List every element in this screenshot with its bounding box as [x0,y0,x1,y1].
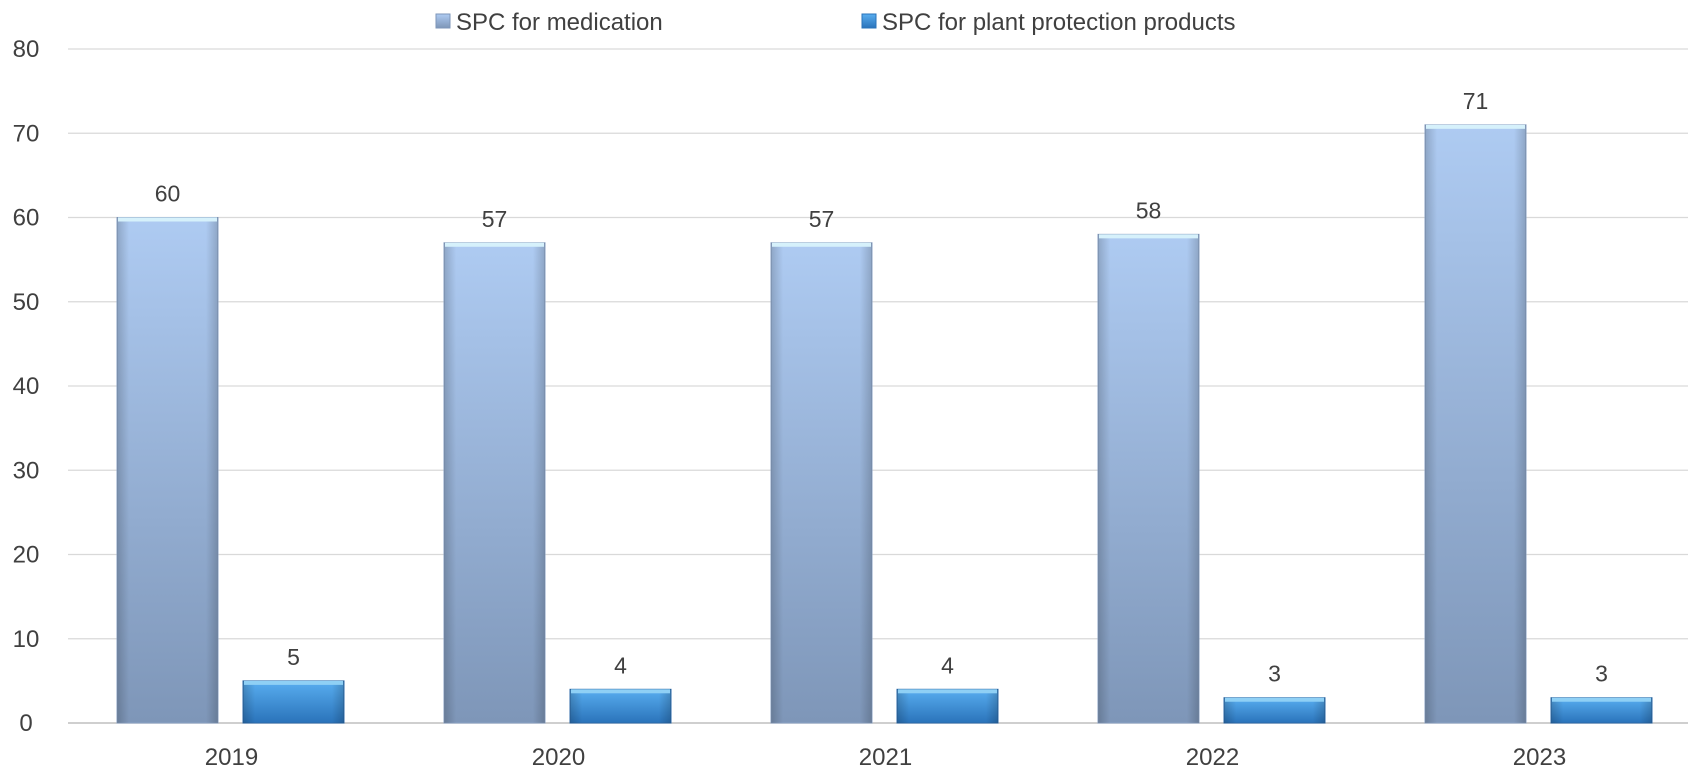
bar-shading [771,242,872,723]
data-label: 60 [155,181,181,207]
x-axis: 2019 2020 2021 2022 2023 [205,744,1566,771]
x-tick-label: 2022 [1186,744,1239,771]
legend-label: SPC for plant protection products [882,9,1236,36]
y-tick-label: 10 [13,626,40,653]
bar-plant-protection-2019 [242,680,345,724]
data-label: 57 [482,206,508,232]
legend: SPC for medication SPC for plant protecti… [435,9,1236,36]
bar-medication-2019 [116,217,219,724]
data-label: 4 [941,652,954,678]
bar-shading [1098,234,1199,723]
x-tick-label: 2021 [859,744,912,771]
data-labels: 60 5 57 4 57 4 58 3 71 3 [155,88,1608,687]
bar-plant-protection-2021 [896,688,999,724]
bar-cap [1225,697,1324,702]
y-axis: 0 10 20 30 40 50 60 70 80 [13,36,40,737]
data-label: 57 [809,206,835,232]
bar-shading [444,242,545,723]
y-tick-label: 60 [13,205,40,232]
data-label: 5 [287,644,300,670]
y-tick-label: 20 [13,542,40,569]
bar-medication-2020 [443,242,546,724]
bar-cap [898,689,997,694]
y-tick-label: 50 [13,289,40,316]
bar-cap [772,242,871,247]
legend-item-plant-protection: SPC for plant protection products [861,9,1236,36]
x-tick-label: 2023 [1513,744,1566,771]
data-label: 71 [1463,88,1489,114]
legend-swatch [435,13,451,29]
bar-cap [118,217,217,222]
bar-medication-2022 [1097,233,1200,724]
bar-cap [1426,124,1525,129]
gridlines [68,48,1688,724]
legend-item-medication: SPC for medication [435,9,663,36]
bar-medication-2023 [1424,124,1527,724]
y-tick-label: 30 [13,457,40,484]
legend-swatch [861,13,877,29]
bar-cap [571,689,670,694]
y-tick-label: 70 [13,120,40,147]
data-label: 3 [1595,661,1608,687]
bar-medication-2021 [770,242,873,724]
data-label: 4 [614,652,627,678]
bar-plant-protection-2023 [1550,697,1653,724]
bar-shading [897,689,998,723]
data-label: 3 [1268,661,1281,687]
data-label: 58 [1136,197,1162,223]
x-tick-label: 2020 [532,744,585,771]
bar-shading [243,680,344,723]
bar-shading [1425,124,1526,723]
bar-cap [445,242,544,247]
bar-cap [1099,234,1198,239]
bar-plant-protection-2022 [1223,697,1326,724]
bar-shading [117,217,218,723]
y-tick-label: 80 [13,36,40,63]
y-tick-label: 0 [19,710,32,737]
bar-cap [1552,697,1651,702]
bar-shading [1224,697,1325,723]
y-tick-label: 40 [13,373,40,400]
bars [116,124,1653,724]
bar-shading [570,689,671,723]
bar-plant-protection-2020 [569,688,672,724]
x-tick-label: 2019 [205,744,258,771]
bar-shading [1551,697,1652,723]
bar-cap [244,680,343,685]
legend-label: SPC for medication [456,9,663,36]
